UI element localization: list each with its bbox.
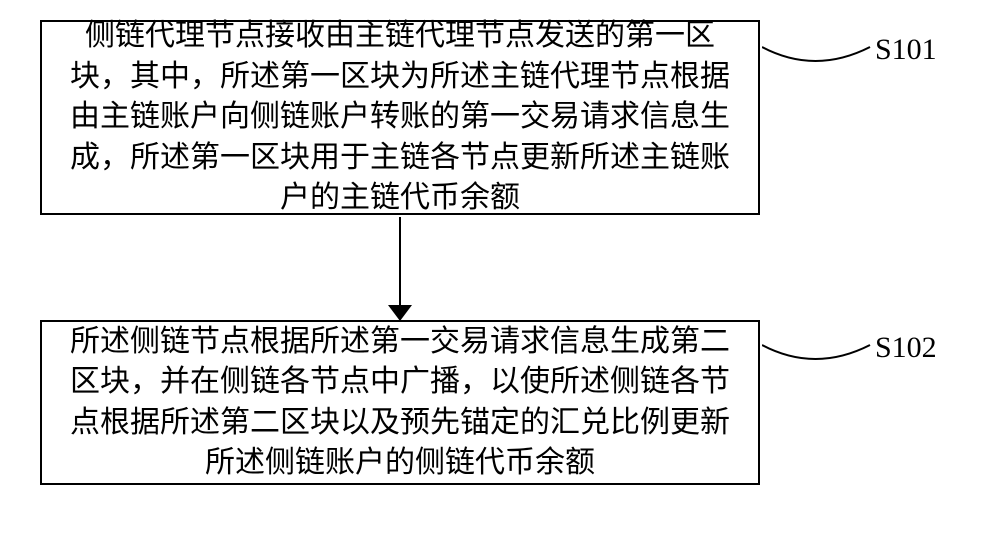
flowchart-step-s102: 所述侧链节点根据所述第一交易请求信息生成第二区块，并在侧链各节点中广播，以使所述… <box>40 320 760 485</box>
step-s101-text: 侧链代理节点接收由主链代理节点发送的第一区块，其中，所述第一区块为所述主链代理节… <box>62 16 738 219</box>
connector-line <box>399 217 401 307</box>
label-curve-s102 <box>762 333 872 383</box>
step-label-s101: S101 <box>875 33 937 67</box>
flowchart-step-s101: 侧链代理节点接收由主链代理节点发送的第一区块，其中，所述第一区块为所述主链代理节… <box>40 20 760 215</box>
step-s102-text: 所述侧链节点根据所述第一交易请求信息生成第二区块，并在侧链各节点中广播，以使所述… <box>62 322 738 484</box>
label-curve-s101 <box>762 35 872 85</box>
arrow-head-icon <box>388 305 412 321</box>
step-label-s102: S102 <box>875 331 937 365</box>
flowchart-container: 侧链代理节点接收由主链代理节点发送的第一区块，其中，所述第一区块为所述主链代理节… <box>0 0 1000 542</box>
